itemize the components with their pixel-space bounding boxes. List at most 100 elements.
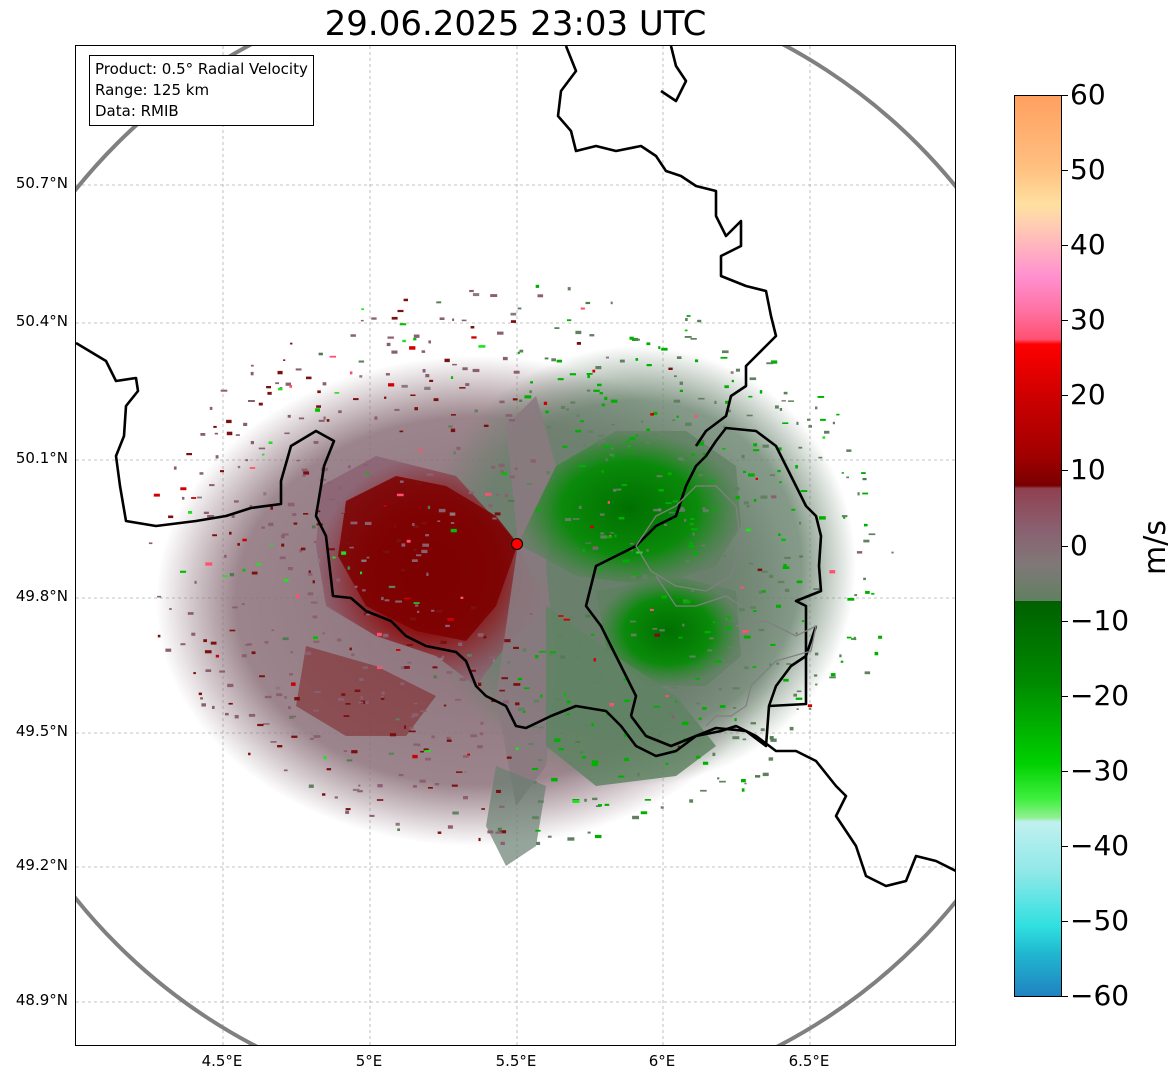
echo-speckle (426, 473, 434, 476)
echo-speckle (769, 574, 774, 578)
echo-speckle (381, 691, 385, 695)
echo-speckle (862, 492, 869, 495)
lon-tick: 5°E (355, 1052, 383, 1070)
echo-speckle (248, 713, 256, 717)
echo-speckle (317, 559, 321, 562)
echo-speckle (289, 673, 293, 676)
radar-map[interactable] (75, 45, 956, 1046)
echo-speckle (434, 783, 440, 786)
echo-speckle (688, 544, 694, 549)
echo-speckle (509, 419, 515, 422)
echo-speckle (495, 494, 500, 496)
echo-speckle (289, 716, 294, 719)
echo-speckle (452, 318, 455, 321)
echo-speckle (229, 629, 236, 632)
echo-speckle (791, 508, 796, 511)
echo-speckle (424, 386, 431, 390)
echo-speckle (758, 590, 763, 594)
colorbar-tick-mark (1062, 470, 1068, 471)
echo-speckle (414, 702, 418, 705)
echo-speckle (481, 808, 485, 810)
echo-speckle (413, 548, 417, 552)
echo-speckle (285, 382, 291, 386)
colorbar-tick-label: −40 (1070, 829, 1130, 862)
echo-speckle (752, 666, 757, 668)
echo-speckle (283, 578, 289, 582)
echo-speckle (512, 398, 518, 401)
echo-speckle (689, 655, 696, 658)
echo-speckle (499, 805, 505, 808)
lon-tick: 5.5°E (495, 1052, 537, 1070)
echo-speckle (281, 543, 285, 547)
lon-tick: 6°E (648, 1052, 676, 1070)
echo-speckle (564, 517, 572, 522)
echo-speckle (249, 505, 252, 508)
echo-speckle (153, 493, 160, 497)
echo-speckle (416, 554, 422, 557)
echo-speckle (604, 396, 608, 401)
echo-speckle (180, 643, 186, 646)
echo-speckle (157, 595, 162, 598)
echo-speckle (456, 771, 463, 773)
echo-speckle (672, 500, 678, 503)
echo-speckle (757, 568, 763, 572)
echo-speckle (813, 674, 818, 677)
echo-speckle (583, 444, 587, 447)
echo-speckle (294, 697, 300, 701)
echo-speckle (284, 432, 290, 435)
echo-speckle (554, 738, 561, 742)
echo-speckle (420, 710, 427, 712)
echo-speckle (796, 690, 802, 693)
echo-speckle (396, 539, 401, 543)
echo-speckle (409, 617, 417, 621)
echo-speckle (830, 673, 836, 677)
echo-speckle (326, 768, 332, 771)
echo-speckle (684, 329, 688, 332)
echo-speckle (691, 589, 695, 592)
echo-speckle (421, 350, 426, 353)
echo-speckle (169, 608, 172, 610)
echo-speckle (707, 649, 713, 652)
echo-speckle (433, 675, 437, 679)
colorbar-tick-label: 10 (1070, 453, 1106, 486)
echo-speckle (778, 533, 781, 536)
echo-speckle (846, 636, 852, 639)
echo-speckle (270, 543, 274, 546)
echo-speckle (585, 301, 591, 305)
echo-speckle (362, 666, 368, 669)
echo-speckle (396, 649, 401, 651)
echo-speckle (491, 465, 496, 469)
colorbar-tick-mark (1062, 546, 1068, 547)
echo-speckle (723, 555, 726, 557)
echo-speckle (868, 533, 876, 536)
echo-speckle (686, 315, 691, 317)
speckles (148, 284, 894, 845)
echo-speckle (795, 697, 803, 700)
echo-speckle (777, 580, 785, 584)
echo-speckle (846, 449, 852, 452)
colorbar-tick-mark (1062, 846, 1068, 847)
echo-speckle (366, 472, 369, 476)
echo-speckle (664, 523, 667, 526)
echo-speckle (299, 549, 303, 553)
echo-speckle (724, 385, 729, 389)
echo-speckle (354, 585, 358, 588)
echo-speckle (758, 628, 765, 632)
echo-speckle (627, 445, 631, 448)
echo-speckle (613, 488, 617, 492)
echo-speckle (722, 350, 729, 354)
echo-speckle (483, 424, 489, 427)
echo-speckle (291, 682, 296, 686)
echo-speckle (863, 577, 866, 581)
echo-speckle (735, 496, 740, 500)
echo-speckle (497, 827, 502, 832)
echo-speckle (506, 756, 512, 759)
echo-speckle (222, 575, 228, 578)
echo-speckle (369, 814, 375, 817)
echo-speckle (420, 750, 424, 753)
echo-speckle (766, 362, 774, 365)
product-info-box: Product: 0.5° Radial Velocity Range: 125… (89, 55, 314, 126)
echo-speckle (692, 532, 695, 536)
echo-speckle (461, 319, 467, 322)
echo-speckle (741, 454, 745, 459)
